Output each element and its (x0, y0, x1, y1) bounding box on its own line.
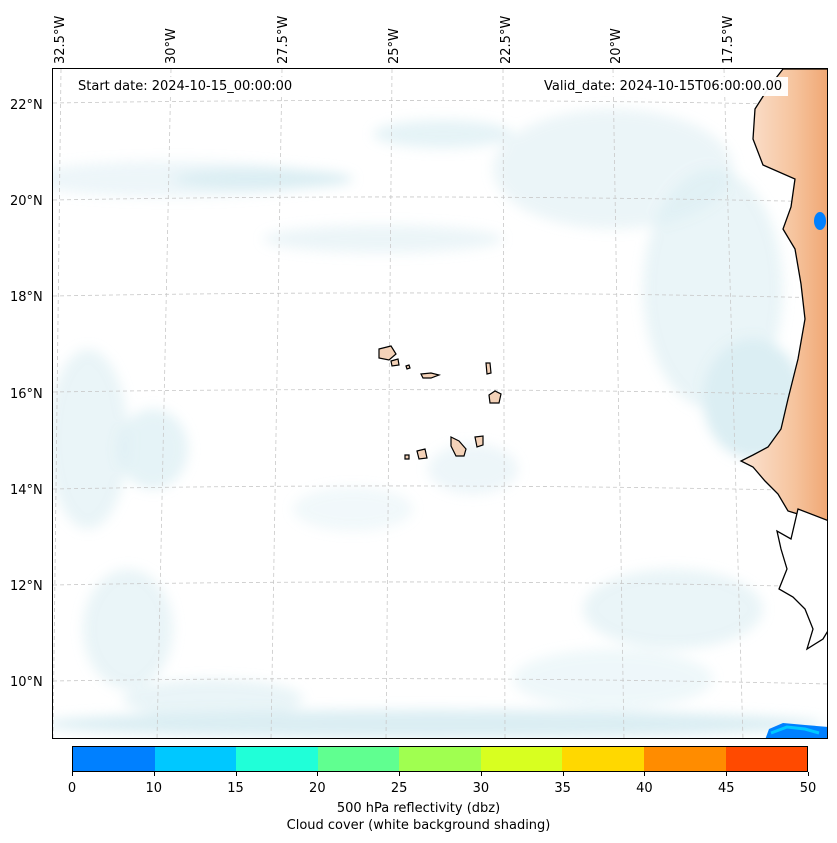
colorbar-segment (725, 747, 808, 771)
reflectivity-patch (814, 212, 826, 230)
colorbar-segment (73, 747, 155, 771)
lat-label-22n: 22°N (10, 98, 43, 113)
island-brava (404, 454, 410, 460)
lat-label-20n: 20°N (10, 194, 43, 209)
colorbar-tick-mark (317, 772, 319, 776)
lat-label-18n: 18°N (10, 290, 43, 305)
colorbar-tick-mark (399, 772, 401, 776)
graticule (53, 69, 827, 738)
cloud-cover-layer (53, 109, 823, 738)
colorbar-label-cloud-cover: Cloud cover (white background shading) (286, 818, 551, 833)
lon-label-27.5w: 27.5°W (276, 15, 291, 64)
island-santa-luzia (405, 364, 411, 370)
island-sao-nicolau (420, 372, 442, 379)
colorbar-tick-mark (726, 772, 728, 776)
reflectivity-patches (765, 212, 827, 738)
lat-label-16n: 16°N (10, 387, 43, 402)
lon-label-22.5w: 22.5°W (499, 15, 514, 64)
lon-label-32.5w: 32.5°W (53, 15, 68, 64)
island-maio (474, 435, 484, 448)
colorbar-tick-label: 45 (717, 781, 735, 796)
colorbar-segment (643, 747, 726, 771)
colorbar-tick-label: 35 (554, 781, 571, 796)
colorbar-label-reflectivity: 500 hPa reflectivity (dbz) (336, 801, 501, 816)
colorbar-tick-label: 20 (309, 781, 326, 796)
lon-label-17.5w: 17.5°W (721, 15, 736, 64)
start-date-label: Start date: 2024-10-15_00:00:00 (72, 77, 299, 96)
lat-label-10n: 10°N (10, 675, 43, 690)
lat-label-12n: 12°N (10, 579, 43, 594)
reflectivity-patch (765, 723, 827, 738)
colorbar (72, 746, 808, 772)
colorbar-tick-mark (153, 772, 155, 776)
lon-label-30w: 30°W (164, 28, 179, 64)
island-boa-vista (488, 390, 502, 404)
colorbar-tick-mark (480, 772, 482, 776)
valid-date-label: Valid_date: 2024-10-15T06:00:00.00 (538, 77, 789, 96)
map-canvas (53, 69, 827, 738)
lat-label-14n: 14°N (10, 483, 43, 498)
island-sal (485, 362, 492, 375)
colorbar-tick-mark (235, 772, 237, 776)
lon-label-20w: 20°W (609, 28, 624, 64)
cape-verde-islands (378, 345, 502, 460)
colorbar-segment (480, 747, 563, 771)
colorbar-tick-label: 25 (390, 781, 408, 796)
colorbar-tick-mark (644, 772, 646, 776)
island-sao-vicente (390, 358, 400, 367)
colorbar-tick-label: 10 (145, 781, 163, 796)
mainland-africa (739, 69, 827, 651)
colorbar-segment (317, 747, 400, 771)
colorbar-tick-label: 0 (67, 781, 77, 796)
island-santiago (450, 436, 467, 457)
map-panel (52, 68, 828, 739)
island-fogo (416, 448, 428, 460)
colorbar-tick-label: 50 (799, 781, 817, 796)
colorbar-segment (562, 747, 644, 771)
colorbar-segment (236, 747, 318, 771)
colorbar-tick-label: 15 (227, 781, 244, 796)
colorbar-tick-mark (562, 772, 564, 776)
colorbar-tick-label: 40 (636, 781, 653, 796)
colorbar-tick-mark (72, 772, 73, 776)
reflectivity-patch (770, 725, 820, 735)
lon-label-25w: 25°W (387, 28, 402, 64)
colorbar-segment (399, 747, 481, 771)
colorbar-tick-mark (808, 772, 809, 776)
colorbar-tick-label: 30 (472, 781, 490, 796)
island-santo-antao (378, 345, 397, 361)
colorbar-segment (154, 747, 237, 771)
